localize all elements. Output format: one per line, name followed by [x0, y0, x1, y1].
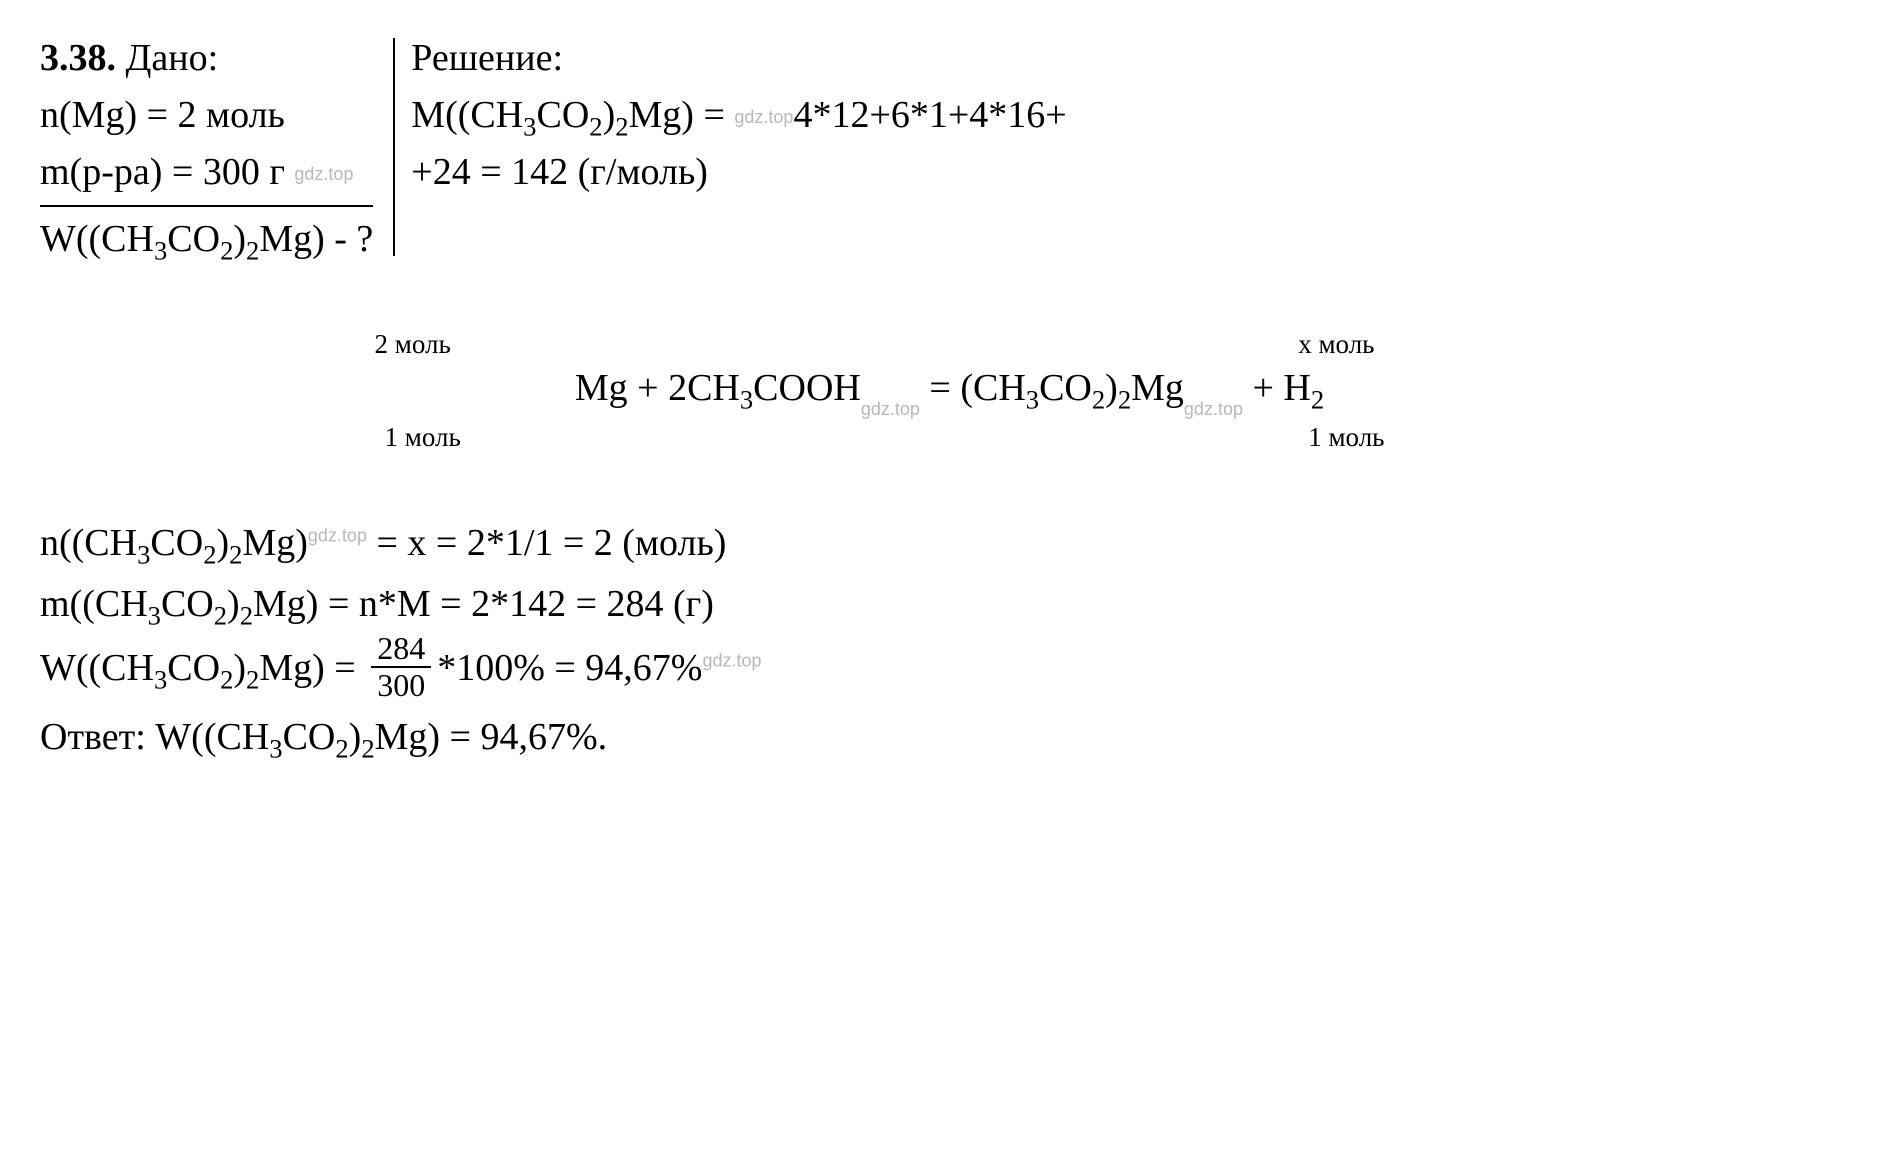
mm-s3: 2 — [615, 112, 628, 142]
top-section: 3.38. Дано: n(Mg) = 2 моль m(р-ра) = 300… — [40, 30, 1859, 268]
given-heading-row: 3.38. Дано: — [40, 30, 373, 87]
watermark-6: gdz.top — [702, 650, 761, 670]
mm-a: M((CH — [411, 94, 523, 136]
find-line: W((CH3CO2)2Mg) - ? — [40, 211, 373, 268]
eq-s3: 2 — [1092, 385, 1105, 415]
find-c: ) — [233, 218, 246, 260]
given-heading: Дано: — [126, 37, 219, 79]
mm-s2: 2 — [589, 112, 602, 142]
c1-a: n((CH — [40, 522, 137, 564]
eq-s4: 2 — [1118, 385, 1131, 415]
mm2-a: +24 = 142 ( — [411, 151, 590, 193]
eq-e: ) — [1105, 367, 1118, 409]
eq-d: CO — [1039, 367, 1092, 409]
mm-e: 4*12+6*1+4*16+ — [793, 94, 1066, 136]
c3-s3: 2 — [246, 664, 259, 694]
given-column: 3.38. Дано: n(Mg) = 2 моль m(р-ра) = 300… — [40, 30, 393, 268]
calc-row-2: m((CH3CO2)2Mg) = n*M = 2*142 = 284 (г) — [40, 574, 1859, 635]
solution-column: Решение: M((CH3CO2)2Mg) = gdz.top4*12+6*… — [395, 30, 1066, 201]
eq-b: COOH — [753, 367, 861, 409]
c2-s1: 3 — [148, 600, 161, 630]
ans-s2: 2 — [335, 734, 348, 764]
find-s1: 3 — [154, 236, 167, 266]
watermark-1: gdz.top — [294, 164, 353, 184]
m-solution: m(р-ра) = 300 г — [40, 151, 285, 193]
c3-s1: 3 — [154, 664, 167, 694]
ans-s1: 3 — [269, 734, 282, 764]
mm-s1: 3 — [523, 112, 536, 142]
mm2-b: ) — [695, 151, 708, 193]
c3-b: CO — [167, 646, 220, 688]
eq-bot-right: 1 моль — [645, 421, 1515, 453]
eq-c: (CH — [960, 367, 1025, 409]
answer-row: Ответ: W((CH3CO2)2Mg) = 94,67%. — [40, 707, 1859, 768]
mm2-unit: г/моль — [590, 151, 695, 193]
n-mg-unit: моль — [206, 94, 285, 136]
watermark-2: gdz.top — [734, 107, 793, 127]
c1-c: ) — [217, 522, 230, 564]
eq-a: Mg + 2CH — [575, 367, 740, 409]
ans-b: CO — [283, 716, 336, 758]
eq-top-right: х моль — [635, 328, 1525, 360]
eq-s1: 3 — [740, 385, 753, 415]
c2-d: Mg) = n*M = 2*142 = 284 (г) — [253, 583, 714, 625]
c2-c: ) — [227, 583, 240, 625]
mm-b: CO — [536, 94, 589, 136]
calc-row-1: n((CH3CO2)2Mg)gdz.top = x = 2*1/1 = 2 (м… — [40, 513, 1859, 574]
c3-e: *100% = 94,67% — [437, 646, 702, 688]
find-b: CO — [167, 218, 220, 260]
eq-g: + H — [1243, 367, 1311, 409]
equation-main: Mg + 2CH3COOHgdz.top = (CH3CO2)2Mggdz.to… — [40, 366, 1859, 414]
c1-s1: 3 — [137, 540, 150, 570]
c3-s2: 2 — [220, 664, 233, 694]
c1-e: = x = 2*1/1 = 2 (моль) — [367, 522, 727, 564]
given-line-1: n(Mg) = 2 моль — [40, 87, 373, 144]
fraction-den: 300 — [371, 668, 431, 703]
c2-s3: 2 — [240, 600, 253, 630]
calc-row-3: W((CH3CO2)2Mg) = 284300*100% = 94,67%gdz… — [40, 635, 1859, 707]
find-s3: 2 — [246, 236, 259, 266]
mm-c: ) — [603, 94, 616, 136]
ans-c: ) — [349, 716, 362, 758]
c3-a: W((CH — [40, 646, 154, 688]
eq-f: Mg — [1131, 367, 1184, 409]
c2-b: CO — [161, 583, 214, 625]
c1-s3: 2 — [229, 540, 242, 570]
watermark-3: gdz.top — [861, 399, 920, 419]
watermark-5: gdz.top — [308, 525, 367, 545]
find-s2: 2 — [220, 236, 233, 266]
equation-bottom-labels: 1 моль 1 моль — [40, 421, 1859, 453]
c2-s2: 2 — [214, 600, 227, 630]
molar-mass-line-2: +24 = 142 (г/моль) — [411, 144, 1066, 201]
eq-s2: 3 — [1026, 385, 1039, 415]
fraction: 284300 — [371, 631, 431, 703]
c3-c: ) — [233, 646, 246, 688]
fraction-num: 284 — [371, 631, 431, 668]
eq-bot-left: 1 моль — [385, 421, 645, 453]
c1-s2: 2 — [203, 540, 216, 570]
mm-d: Mg) = — [629, 94, 735, 136]
ans-s3: 2 — [361, 734, 374, 764]
molar-mass-line-1: M((CH3CO2)2Mg) = gdz.top4*12+6*1+4*16+ — [411, 87, 1066, 144]
solution-heading: Решение: — [411, 30, 1066, 87]
c2-a: m((CH — [40, 583, 148, 625]
equation-top-labels: 2 моль х моль — [40, 328, 1859, 360]
eq-s5: 2 — [1311, 385, 1324, 415]
eq-eq: = — [920, 367, 960, 409]
ans-d: Mg) = 94,67%. — [375, 716, 608, 758]
c1-d: Mg) — [242, 522, 307, 564]
c3-d: Mg) = — [259, 646, 365, 688]
find-a: W((CH — [40, 218, 154, 260]
given-line-2: m(р-ра) = 300 г gdz.top — [40, 144, 373, 207]
ans-a: Ответ: W((CH — [40, 716, 269, 758]
equation-block: 2 моль х моль Mg + 2CH3COOHgdz.top = (CH… — [40, 328, 1859, 453]
calculation-block: n((CH3CO2)2Mg)gdz.top = x = 2*1/1 = 2 (м… — [40, 513, 1859, 768]
find-d: Mg) - ? — [259, 218, 373, 260]
eq-top-left: 2 моль — [375, 328, 635, 360]
n-mg-text: n(Mg) = 2 — [40, 94, 206, 136]
watermark-4: gdz.top — [1184, 399, 1243, 419]
c1-b: CO — [150, 522, 203, 564]
problem-number: 3.38. — [40, 37, 116, 79]
